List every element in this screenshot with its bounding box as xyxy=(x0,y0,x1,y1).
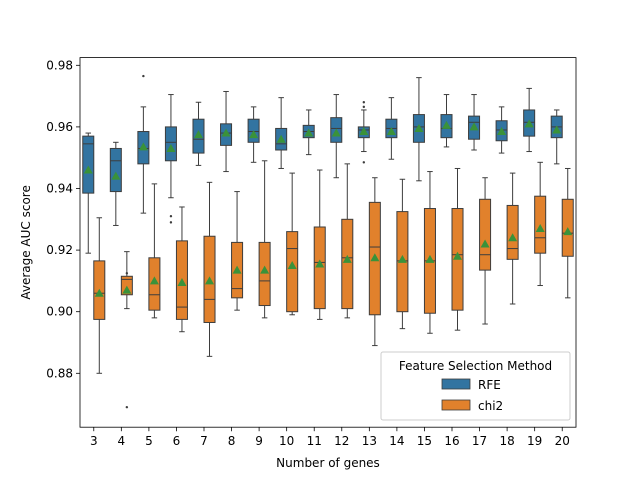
mean-marker-rfe-10 xyxy=(276,134,286,143)
mean-marker-chi2-13 xyxy=(370,253,380,262)
legend: Feature Selection Method RFE chi2 xyxy=(380,351,571,421)
outlier-rfe-6-1 xyxy=(169,221,173,224)
plot-area xyxy=(82,74,574,409)
outlier-rfe-5-0 xyxy=(142,74,145,78)
x-tick-label-13: 13 xyxy=(362,434,377,448)
box-rfe-4 xyxy=(109,147,122,193)
box-chi2-11 xyxy=(313,226,326,310)
mean-marker-rfe-15 xyxy=(414,123,424,132)
outlier-rfe-13-1 xyxy=(362,105,366,109)
x-tick-label-19: 19 xyxy=(527,434,542,448)
legend-label-chi2: chi2 xyxy=(478,399,503,413)
mean-marker-chi2-19 xyxy=(535,224,545,233)
mean-marker-rfe-16 xyxy=(441,120,451,129)
outlier-rfe-13-0 xyxy=(362,101,366,104)
mean-marker-rfe-5 xyxy=(138,142,148,151)
mean-marker-rfe-14 xyxy=(386,127,396,136)
x-tick-label-10: 10 xyxy=(279,434,294,448)
x-tick-label-9: 9 xyxy=(255,434,263,448)
legend-swatch-chi2 xyxy=(441,399,471,411)
x-tick-label-7: 7 xyxy=(200,434,208,448)
x-tick-label-8: 8 xyxy=(228,434,236,448)
mean-marker-chi2-8 xyxy=(232,265,242,274)
mean-marker-rfe-7 xyxy=(193,130,203,139)
mean-marker-chi2-11 xyxy=(315,259,325,268)
outlier-rfe-6-0 xyxy=(169,215,173,218)
x-tick-label-12: 12 xyxy=(334,434,349,448)
x-tick-label-15: 15 xyxy=(417,434,432,448)
mean-marker-rfe-8 xyxy=(221,128,231,137)
mean-marker-chi2-6 xyxy=(177,277,187,286)
outlier-chi2-4-1 xyxy=(125,405,129,409)
y-tick-label-0: 0.88 xyxy=(46,366,73,380)
mean-marker-chi2-20 xyxy=(563,227,573,236)
y-tick-label-3: 0.94 xyxy=(46,182,73,196)
mean-marker-rfe-19 xyxy=(524,119,534,128)
legend-label-rfe: RFE xyxy=(478,378,501,392)
box-rfe-3 xyxy=(82,135,95,194)
x-tick-label-17: 17 xyxy=(472,434,487,448)
mean-marker-rfe-18 xyxy=(497,127,507,136)
x-tick-label-18: 18 xyxy=(499,434,514,448)
mean-marker-chi2-7 xyxy=(205,276,215,285)
mean-marker-rfe-9 xyxy=(249,130,259,139)
x-tick-label-14: 14 xyxy=(389,434,404,448)
legend-title: Feature Selection Method xyxy=(399,359,552,373)
mean-marker-rfe-13 xyxy=(359,127,369,136)
mean-marker-rfe-4 xyxy=(111,171,121,180)
box-chi2-9 xyxy=(258,241,271,307)
x-axis-title: Number of genes xyxy=(276,456,380,470)
mean-marker-chi2-3 xyxy=(94,288,104,297)
x-tick-label-3: 3 xyxy=(90,434,98,448)
mean-marker-chi2-15 xyxy=(425,254,435,263)
y-tick-label-1: 0.90 xyxy=(46,305,73,319)
y-tick-label-2: 0.92 xyxy=(46,243,73,257)
x-tick-label-6: 6 xyxy=(173,434,181,448)
x-tick-label-11: 11 xyxy=(307,434,322,448)
mean-marker-chi2-17 xyxy=(480,239,490,248)
mean-marker-chi2-5 xyxy=(149,276,159,285)
outlier-chi2-4-0 xyxy=(125,272,129,275)
mean-marker-rfe-12 xyxy=(331,128,341,137)
mean-marker-chi2-9 xyxy=(260,265,270,274)
outlier-rfe-13-2 xyxy=(362,161,366,164)
x-tick-label-16: 16 xyxy=(444,434,459,448)
mean-marker-chi2-4 xyxy=(122,285,132,294)
x-tick-label-20: 20 xyxy=(555,434,570,448)
plot-frame xyxy=(79,57,577,428)
mean-marker-rfe-20 xyxy=(552,125,562,134)
mean-marker-rfe-17 xyxy=(469,122,479,131)
y-axis-title: Average AUC score xyxy=(19,185,33,300)
mean-marker-chi2-18 xyxy=(508,233,518,242)
mean-marker-rfe-6 xyxy=(166,143,176,152)
box-chi2-12 xyxy=(341,218,354,310)
axes: 0.88 0.90 0.92 0.94 0.96 0.98 3 4 5 6 7 8 9 10 11 12 13 1… xyxy=(46,58,570,448)
y-tick-label-4: 0.96 xyxy=(46,120,73,134)
box-chi2-4 xyxy=(120,275,133,296)
box-chi2-17 xyxy=(479,198,492,271)
mean-marker-rfe-11 xyxy=(304,128,314,137)
mean-marker-chi2-12 xyxy=(342,254,352,263)
legend-frame xyxy=(380,351,571,421)
box-chi2-10 xyxy=(286,231,299,313)
x-tick-label-5: 5 xyxy=(145,434,153,448)
mean-marker-chi2-14 xyxy=(397,254,407,263)
y-tick-label-5: 0.98 xyxy=(46,58,73,72)
mean-marker-rfe-3 xyxy=(83,165,93,174)
mean-marker-chi2-16 xyxy=(453,251,463,260)
mean-marker-chi2-10 xyxy=(287,261,297,269)
legend-swatch-rfe xyxy=(441,378,471,390)
x-tick-label-4: 4 xyxy=(118,434,126,448)
box-rfe-6 xyxy=(164,126,177,162)
box-chi2-18 xyxy=(506,204,519,260)
